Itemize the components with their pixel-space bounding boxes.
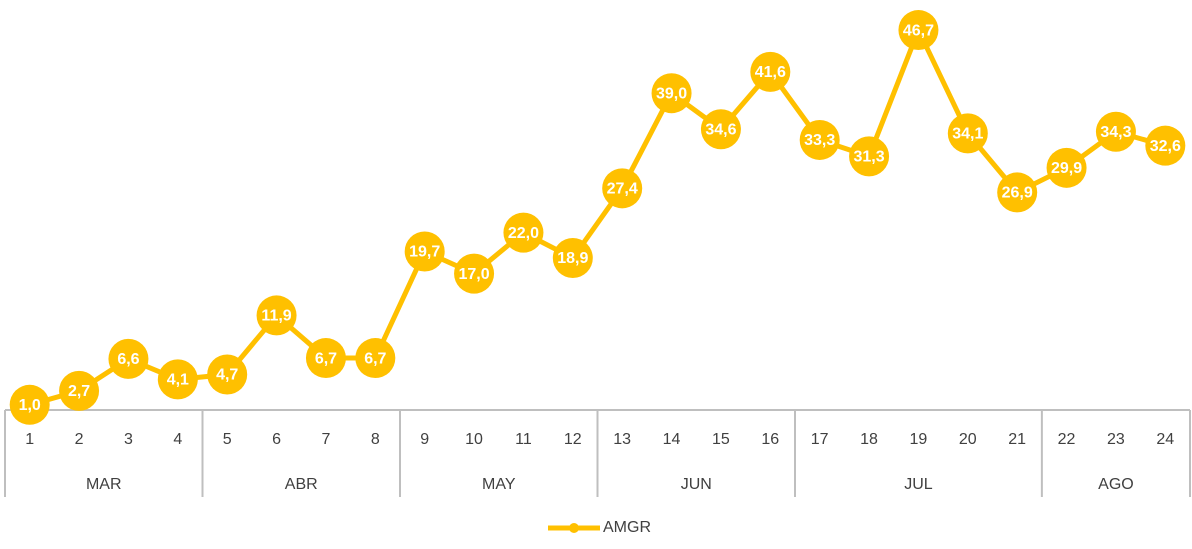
point (651, 73, 692, 114)
x-tick-label: 13 (613, 431, 631, 448)
data-label: 32,6 (1150, 138, 1181, 155)
x-tick-label: 1 (25, 431, 34, 448)
x-tick-label: 5 (223, 431, 232, 448)
x-tick-label: 16 (761, 431, 779, 448)
data-label: 17,0 (458, 266, 489, 283)
x-tick-label: 17 (811, 431, 829, 448)
legend-marker (569, 523, 579, 533)
x-tick-label: 14 (663, 431, 681, 448)
x-tick-label: 12 (564, 431, 582, 448)
data-label: 6,7 (364, 350, 386, 367)
x-tick-label: 11 (515, 431, 532, 448)
x-tick-label: 20 (959, 431, 977, 448)
data-label: 34,3 (1100, 124, 1131, 141)
group-label: JUN (681, 476, 712, 493)
point (602, 168, 643, 209)
point (9, 384, 50, 425)
point (256, 295, 297, 336)
data-label: 18,9 (557, 250, 588, 267)
data-label: 46,7 (903, 22, 934, 39)
x-tick-label: 8 (371, 431, 380, 448)
data-label: 34,6 (705, 121, 736, 138)
data-label: 31,3 (853, 149, 884, 166)
x-tick-label: 18 (860, 431, 878, 448)
data-label: 11,9 (261, 308, 291, 325)
point (59, 370, 100, 411)
x-tick-label: 6 (272, 431, 281, 448)
point (700, 109, 741, 150)
x-tick-label: 23 (1107, 431, 1125, 448)
x-tick-label: 19 (910, 431, 928, 448)
data-label: 4,1 (167, 372, 189, 389)
point (1095, 111, 1136, 152)
point (207, 354, 248, 395)
point (552, 238, 593, 279)
point (849, 136, 890, 177)
point (503, 212, 544, 253)
x-tick-label: 2 (75, 431, 84, 448)
group-label: ABR (285, 476, 318, 493)
x-tick-label: 3 (124, 431, 133, 448)
x-tick-label: 10 (465, 431, 483, 448)
point (750, 51, 791, 92)
x-tick-label: 15 (712, 431, 730, 448)
x-tick-label: 21 (1008, 431, 1026, 448)
point (404, 231, 445, 272)
point (1145, 125, 1186, 166)
group-label: MAR (86, 476, 122, 493)
point (898, 10, 939, 51)
data-label: 29,9 (1051, 160, 1082, 177)
x-tick-label: 7 (321, 431, 330, 448)
point (997, 172, 1038, 213)
group-label: MAY (482, 476, 516, 493)
data-label: 26,9 (1002, 185, 1033, 202)
data-label: 6,6 (117, 351, 139, 368)
series-line (29, 27, 1166, 408)
data-label: 1,0 (19, 397, 41, 414)
point (799, 119, 840, 160)
data-label: 6,7 (315, 350, 337, 367)
point (1046, 147, 1087, 188)
data-label: 19,7 (409, 244, 440, 261)
x-tick-label: 24 (1156, 431, 1174, 448)
point (157, 359, 198, 400)
point (947, 113, 988, 154)
data-label: 4,7 (216, 367, 238, 384)
legend-label: AMGR (603, 519, 651, 536)
data-label: 33,3 (804, 132, 835, 149)
point (305, 338, 346, 379)
point (108, 338, 149, 379)
data-label: 41,6 (755, 64, 786, 81)
group-label: AGO (1098, 476, 1134, 493)
data-label: 34,1 (952, 126, 983, 143)
data-label: 27,4 (607, 181, 638, 198)
point (355, 338, 396, 379)
x-tick-label: 4 (173, 431, 182, 448)
data-label: 22,0 (508, 225, 539, 242)
data-label: 39,0 (656, 85, 687, 102)
point (454, 253, 495, 294)
x-tick-label: 9 (420, 431, 429, 448)
data-label: 2,7 (68, 383, 90, 400)
group-label: JUL (904, 476, 933, 493)
x-tick-label: 22 (1058, 431, 1076, 448)
